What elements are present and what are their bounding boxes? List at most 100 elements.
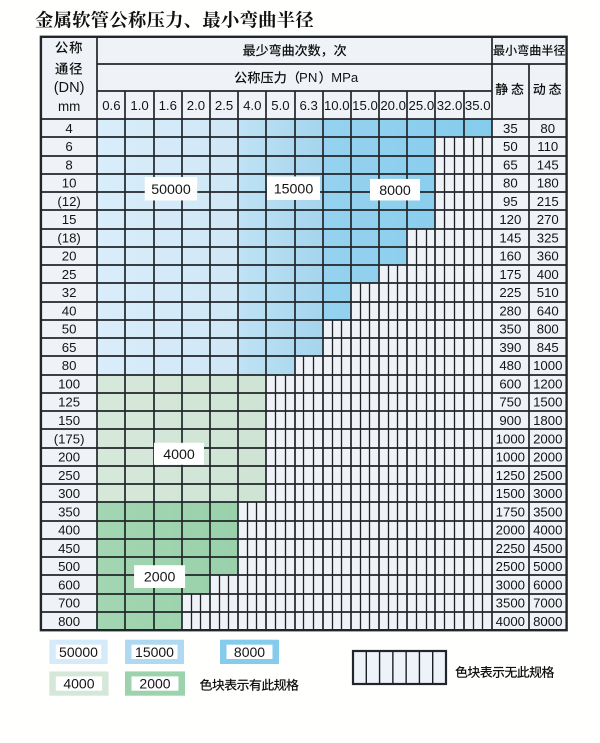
svg-text:8000: 8000: [379, 183, 411, 199]
svg-text:35.0: 35.0: [465, 98, 491, 113]
svg-text:120: 120: [499, 212, 521, 227]
svg-text:1.0: 1.0: [130, 98, 148, 113]
svg-text:6000: 6000: [533, 577, 562, 592]
svg-text:50000: 50000: [151, 182, 191, 198]
svg-text:500: 500: [58, 559, 80, 574]
svg-text:(18): (18): [57, 230, 80, 245]
svg-text:80: 80: [62, 358, 77, 373]
svg-text:215: 215: [537, 194, 559, 209]
svg-text:4000: 4000: [533, 523, 562, 538]
svg-text:800: 800: [537, 322, 559, 337]
svg-text:15000: 15000: [135, 644, 174, 660]
svg-text:2500: 2500: [496, 559, 525, 574]
svg-text:2000: 2000: [533, 450, 562, 465]
svg-text:360: 360: [537, 249, 559, 264]
svg-text:400: 400: [537, 267, 559, 282]
svg-text:8000: 8000: [234, 644, 265, 660]
svg-text:32: 32: [62, 285, 77, 300]
svg-text:1200: 1200: [533, 376, 562, 391]
svg-text:2000: 2000: [144, 570, 176, 586]
svg-text:7000: 7000: [533, 596, 562, 611]
svg-text:3500: 3500: [496, 596, 525, 611]
svg-text:65: 65: [503, 157, 518, 172]
svg-text:15: 15: [62, 212, 77, 227]
svg-text:200: 200: [58, 450, 80, 465]
svg-text:325: 325: [537, 230, 559, 245]
svg-text:1.6: 1.6: [159, 98, 177, 113]
svg-text:145: 145: [537, 157, 559, 172]
svg-text:mm: mm: [58, 99, 80, 114]
svg-text:350: 350: [499, 322, 521, 337]
svg-text:1500: 1500: [496, 486, 525, 501]
svg-text:350: 350: [58, 504, 80, 519]
svg-text:50: 50: [62, 322, 77, 337]
svg-text:50000: 50000: [59, 644, 98, 660]
svg-text:175: 175: [499, 267, 521, 282]
svg-text:150: 150: [58, 413, 80, 428]
svg-text:5.0: 5.0: [271, 98, 289, 113]
svg-text:845: 845: [537, 340, 559, 355]
svg-text:450: 450: [58, 541, 80, 556]
svg-text:100: 100: [58, 376, 80, 391]
svg-text:250: 250: [58, 468, 80, 483]
svg-text:270: 270: [537, 212, 559, 227]
svg-text:4.0: 4.0: [243, 98, 261, 113]
svg-text:700: 700: [58, 596, 80, 611]
svg-text:80: 80: [503, 176, 518, 191]
svg-text:2000: 2000: [496, 523, 525, 538]
svg-text:50: 50: [503, 139, 518, 154]
svg-text:800: 800: [58, 614, 80, 629]
svg-text:1500: 1500: [533, 395, 562, 410]
svg-text:32.0: 32.0: [437, 98, 463, 113]
svg-text:5000: 5000: [533, 559, 562, 574]
svg-text:1800: 1800: [533, 413, 562, 428]
svg-text:4000: 4000: [496, 614, 525, 629]
svg-text:20: 20: [62, 249, 77, 264]
svg-text:510: 510: [537, 285, 559, 300]
svg-text:1000: 1000: [496, 431, 525, 446]
svg-text:MPa: MPa: [331, 70, 359, 85]
svg-text:1750: 1750: [496, 504, 525, 519]
svg-text:40: 40: [62, 303, 77, 318]
svg-text:20.0: 20.0: [380, 98, 406, 113]
svg-text:10: 10: [62, 176, 77, 191]
svg-text:8: 8: [65, 157, 72, 172]
svg-text:3000: 3000: [533, 486, 562, 501]
svg-text:160: 160: [499, 249, 521, 264]
svg-text:180: 180: [537, 176, 559, 191]
svg-text:640: 640: [537, 303, 559, 318]
svg-text:80: 80: [540, 121, 555, 136]
svg-text:1000: 1000: [533, 358, 562, 373]
svg-text:6: 6: [65, 139, 72, 154]
svg-text:15.0: 15.0: [352, 98, 378, 113]
svg-text:8000: 8000: [533, 614, 562, 629]
svg-text:900: 900: [499, 413, 521, 428]
svg-text:1000: 1000: [496, 450, 525, 465]
svg-text:2.0: 2.0: [187, 98, 205, 113]
svg-text:95: 95: [503, 194, 518, 209]
svg-text:4000: 4000: [163, 447, 195, 463]
svg-text:145: 145: [499, 230, 521, 245]
svg-text:(12): (12): [57, 194, 80, 209]
svg-text:2000: 2000: [139, 676, 170, 692]
svg-text:6.3: 6.3: [299, 98, 317, 113]
svg-text:110: 110: [537, 139, 558, 154]
svg-text:390: 390: [499, 340, 521, 355]
svg-text:280: 280: [499, 303, 521, 318]
svg-text:(DN): (DN): [54, 80, 85, 96]
svg-text:400: 400: [58, 523, 80, 538]
svg-text:(175): (175): [54, 431, 85, 446]
svg-text:125: 125: [58, 395, 80, 410]
svg-text:750: 750: [499, 395, 521, 410]
svg-text:25.0: 25.0: [409, 98, 435, 113]
svg-text:35: 35: [503, 121, 518, 136]
svg-text:0.6: 0.6: [102, 98, 120, 113]
svg-text:PN: PN: [299, 70, 317, 85]
svg-text:2500: 2500: [533, 468, 562, 483]
svg-text:4: 4: [65, 121, 72, 136]
svg-text:600: 600: [499, 376, 521, 391]
svg-text:225: 225: [499, 285, 521, 300]
svg-text:65: 65: [62, 340, 77, 355]
svg-text:2000: 2000: [533, 431, 562, 446]
svg-text:4500: 4500: [533, 541, 562, 556]
